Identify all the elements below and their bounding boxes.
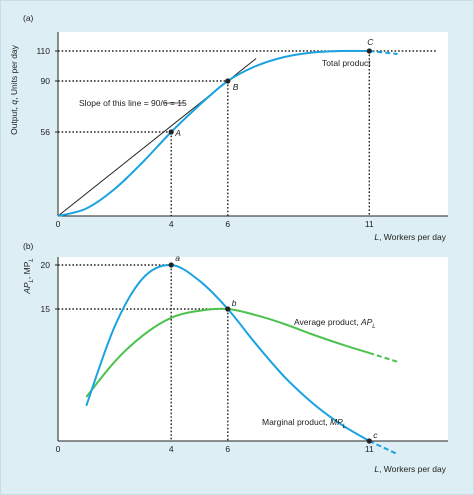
y-axis-label-a: Output, q, Units per day (9, 44, 19, 135)
points-b: a b c (168, 253, 378, 444)
x-tick-label: 4 (169, 444, 174, 454)
series-line (57, 49, 370, 217)
x-tick-label: 6 (225, 219, 230, 229)
point-label-A: A (174, 128, 181, 138)
point-label-B: B (233, 82, 239, 92)
panel-a-label: (a) (23, 13, 34, 23)
y-tick-label: 15 (41, 304, 51, 314)
point-A (168, 129, 174, 135)
x-tick-label: 4 (169, 219, 174, 229)
x-tick-label: 6 (225, 444, 230, 454)
x-tick-label: 0 (56, 444, 61, 454)
x-axis-label-b: L, Workers per day (374, 464, 446, 474)
y-tick-label: 56 (41, 127, 51, 137)
guides-b (58, 264, 229, 441)
plot-area-b (58, 257, 448, 441)
x-axis-label-a: L, Workers per day (374, 232, 446, 242)
y-axis-label-b: APL, MPL (22, 258, 35, 295)
y-tick-label: 20 (41, 260, 51, 270)
point-a (168, 262, 174, 268)
point-label-C: C (367, 37, 374, 47)
panel-a: (a) Output, q, Units per day L, Workers … (9, 13, 448, 242)
ticks-b: 0 4 6 11 15 20 (41, 260, 374, 454)
series-label-total-product: Total product (322, 58, 371, 68)
x-tick-label: 11 (365, 444, 374, 454)
point-label-a: a (175, 253, 180, 263)
point-c (366, 438, 372, 444)
slope-label: Slope of this line = 90/6 = 15 (79, 98, 187, 108)
x-tick-label: 11 (365, 219, 374, 229)
series-label-marginal-product: Marginal product, MPL (262, 417, 346, 430)
series-line-extension (368, 352, 398, 363)
point-b (225, 306, 231, 312)
points-a: A B C (168, 37, 374, 138)
ticks-a: 0 4 6 11 56 90 110 (36, 46, 374, 229)
point-label-b: b (232, 298, 237, 308)
panel-b: (b) APL, MPL L, Workers per day 0 4 6 11 15 2… (22, 241, 448, 474)
y-tick-label: 90 (41, 76, 51, 86)
guides-a (58, 50, 438, 216)
point-label-c: c (373, 430, 378, 440)
plot-area-a (58, 32, 448, 216)
point-C (366, 48, 372, 54)
x-tick-label: 0 (56, 219, 61, 229)
point-B (225, 78, 231, 84)
panel-b-label: (b) (23, 241, 34, 251)
series-label-average-product: Average product, APL (294, 317, 376, 330)
y-tick-label: 110 (36, 46, 50, 56)
